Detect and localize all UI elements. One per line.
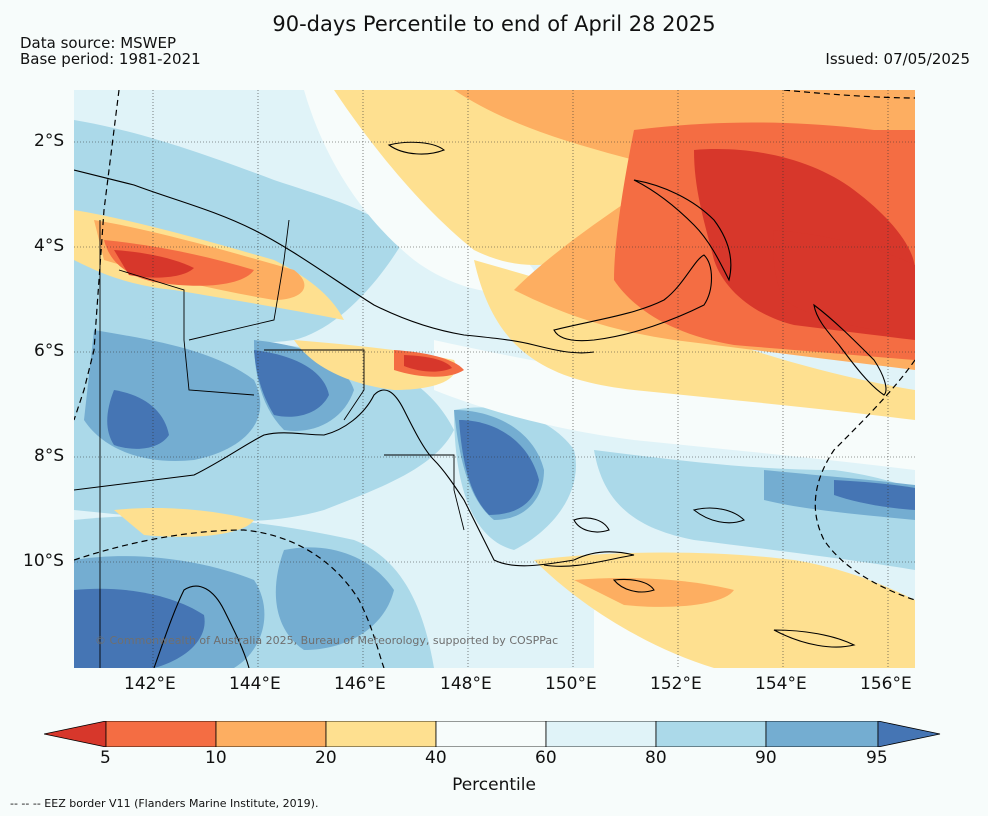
lat-tick-8s: 8°S: [34, 446, 65, 466]
base-period: Base period: 1981-2021: [20, 50, 201, 68]
lon-tick-142e: 142°E: [124, 674, 176, 694]
copyright-notice: © Commonwealth of Australia 2025, Bureau…: [95, 634, 559, 647]
colorbar-segment-80-90: [655, 721, 767, 747]
cbar-tick-90: 90: [755, 748, 777, 768]
lat-tick-2s: 2°S: [34, 131, 65, 151]
data-source: Data source: MSWEP: [20, 34, 177, 52]
cbar-tick-80: 80: [645, 748, 667, 768]
colorbar-extend-high: [877, 721, 941, 747]
colorbar-segment-40-60: [435, 721, 547, 747]
lon-tick-148e: 148°E: [440, 674, 492, 694]
colorbar-segment-10-20: [215, 721, 327, 747]
borders: [99, 219, 465, 668]
colorbar-extend-low: [44, 721, 107, 747]
lon-tick-152e: 152°E: [650, 674, 702, 694]
lon-tick-144e: 144°E: [229, 674, 281, 694]
eez-footnote: -- -- -- EEZ border V11 (Flanders Marine…: [10, 797, 319, 810]
lon-tick-156e: 156°E: [860, 674, 912, 694]
cbar-tick-40: 40: [425, 748, 447, 768]
lon-tick-146e: 146°E: [334, 674, 386, 694]
colorbar-label: Percentile: [452, 775, 536, 795]
colorbar-segment-90-95: [765, 721, 879, 747]
cbar-tick-60: 60: [535, 748, 557, 768]
lat-tick-6s: 6°S: [34, 341, 65, 361]
colorbar-segment-60-80: [545, 721, 657, 747]
map-canvas: [74, 90, 915, 668]
cbar-tick-20: 20: [315, 748, 337, 768]
cbar-tick-10: 10: [205, 748, 227, 768]
map-title: 90-days Percentile to end of April 28 20…: [272, 12, 716, 36]
issued-date: Issued: 07/05/2025: [825, 50, 970, 68]
cbar-tick-95: 95: [866, 748, 888, 768]
lon-tick-150e: 150°E: [545, 674, 597, 694]
gridlines: [74, 90, 915, 668]
eez-borders: [74, 90, 915, 668]
coastlines: [74, 141, 887, 668]
colorbar-segment-20-40: [325, 721, 437, 747]
lat-tick-4s: 4°S: [34, 236, 65, 256]
colorbar: [44, 721, 941, 747]
colorbar-segment-5-10: [105, 721, 217, 747]
cbar-tick-5: 5: [100, 748, 111, 768]
lat-tick-10s: 10°S: [23, 551, 64, 571]
lon-tick-154e: 154°E: [755, 674, 807, 694]
percentile-map: [74, 90, 915, 668]
